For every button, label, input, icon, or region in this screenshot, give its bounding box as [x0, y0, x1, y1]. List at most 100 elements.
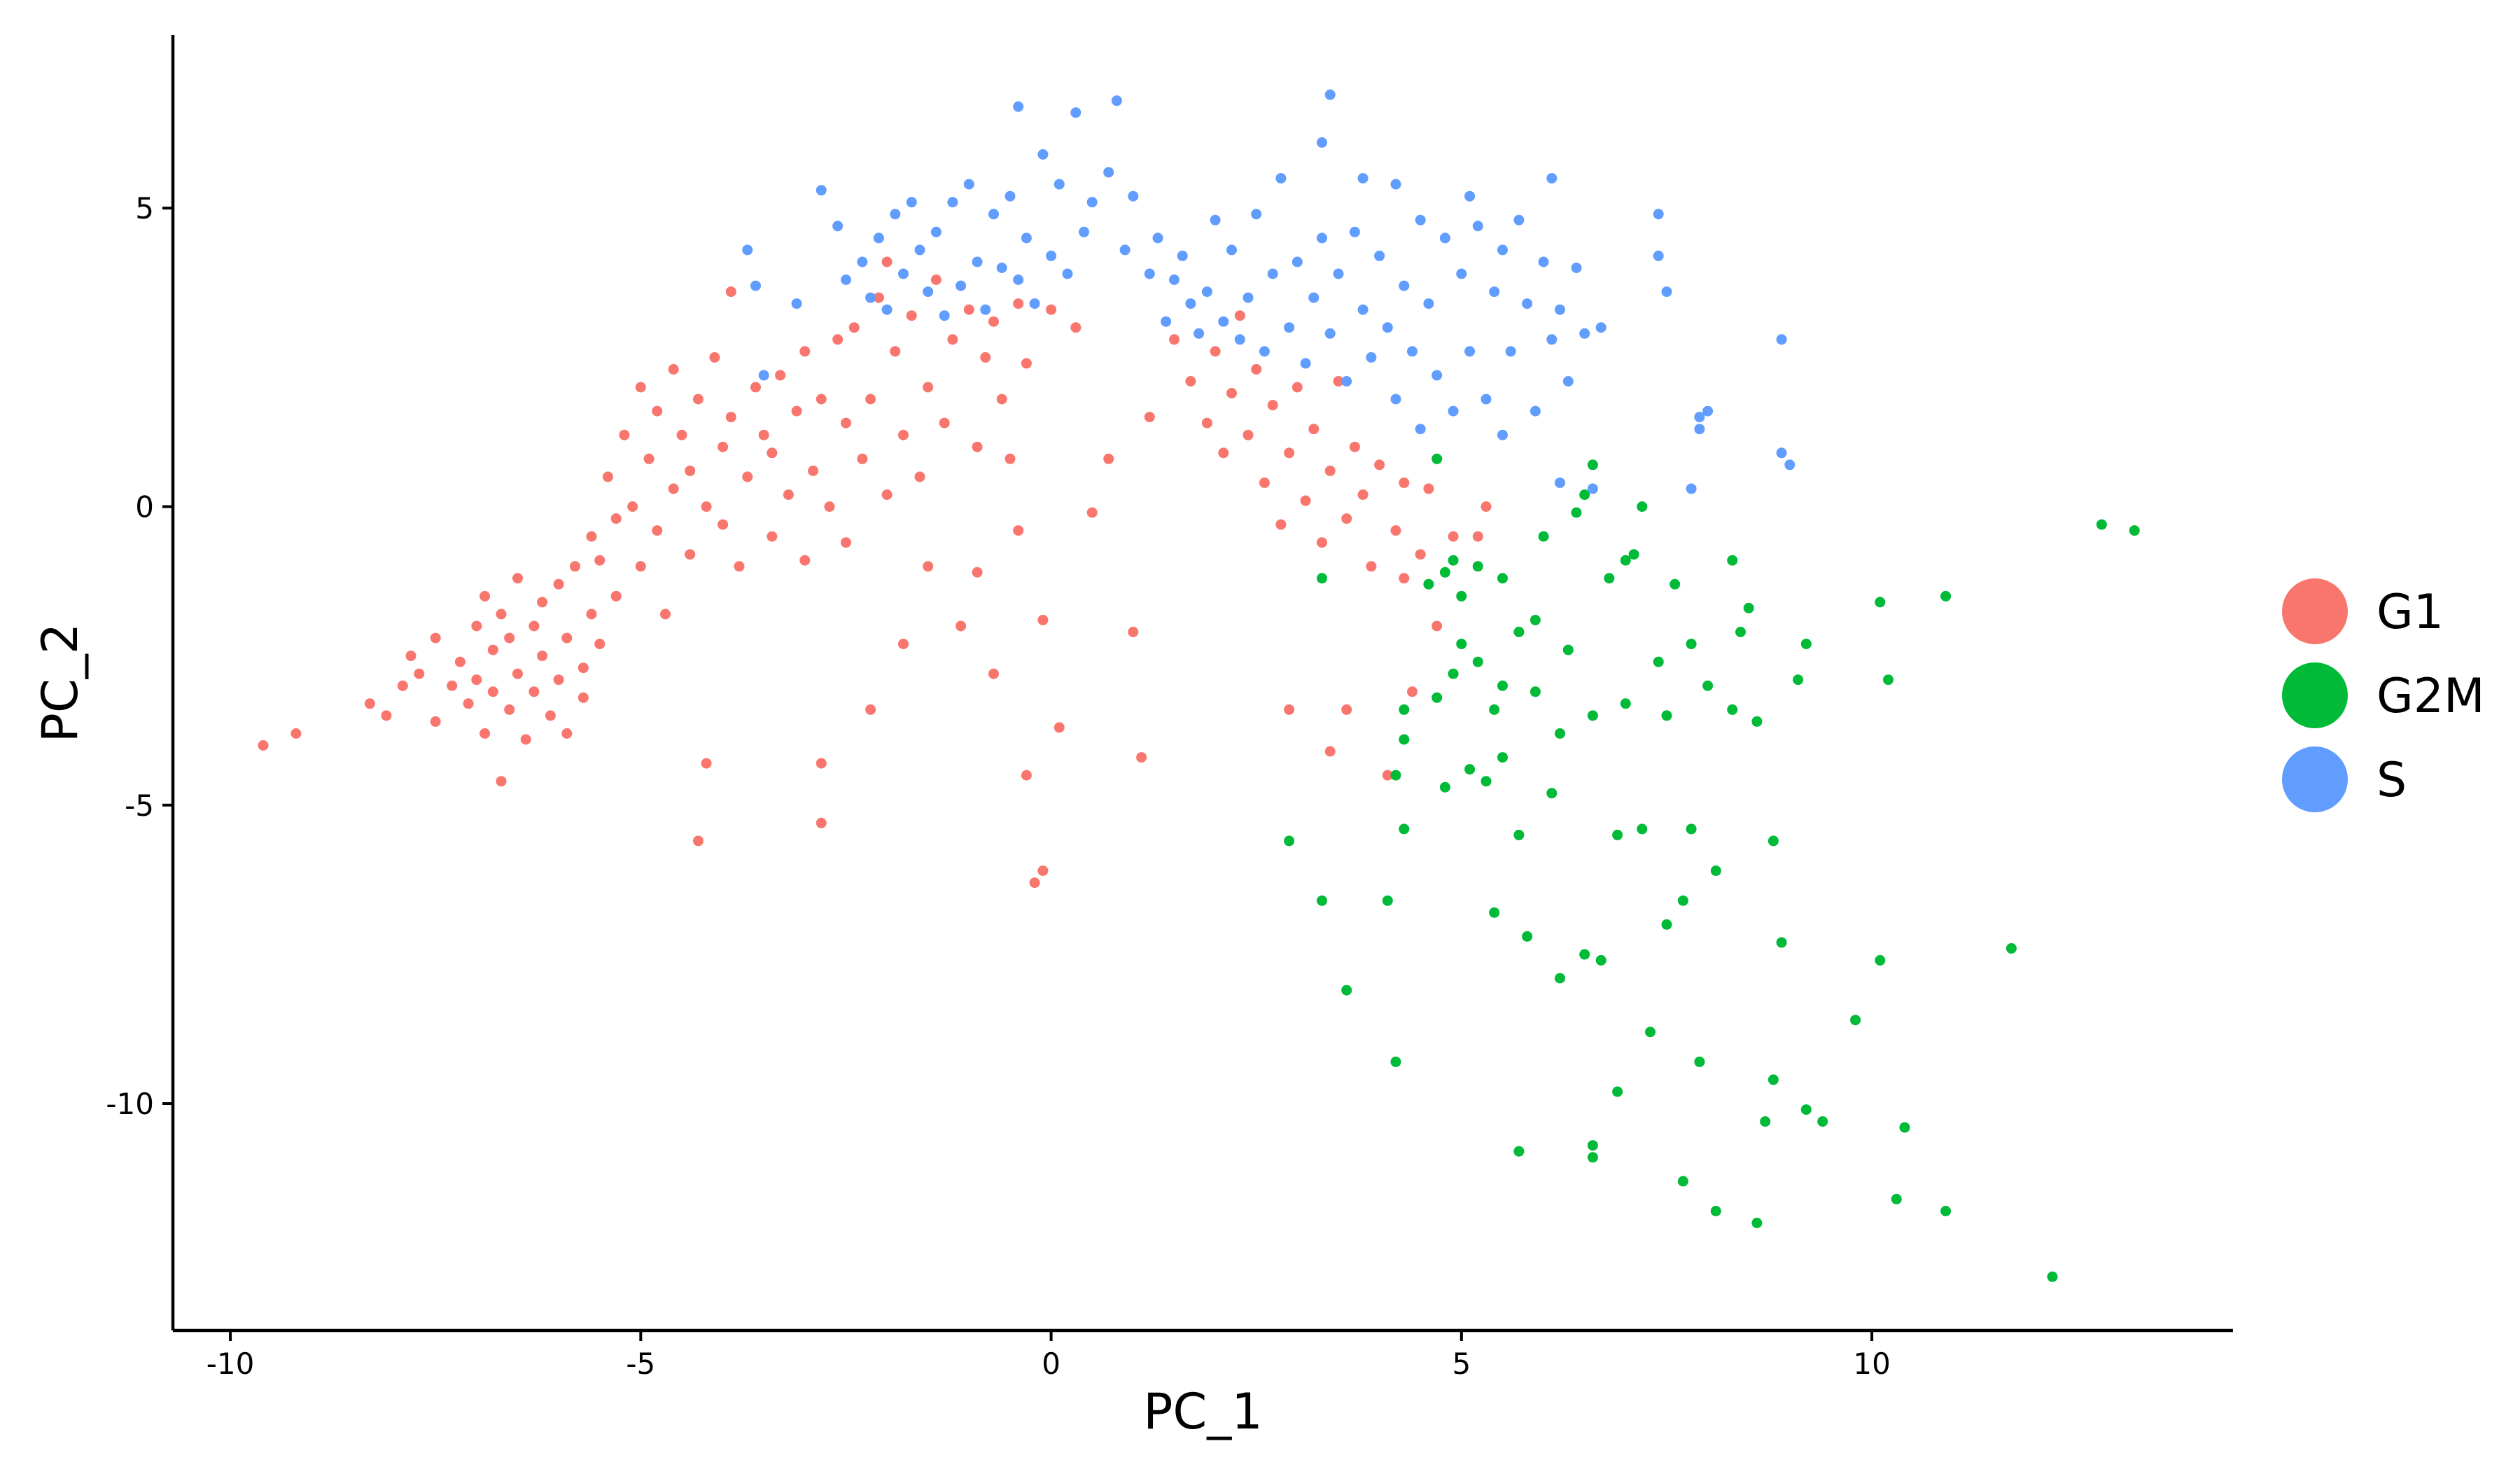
point-g1-109	[996, 394, 1007, 405]
point-s-107	[1653, 250, 1664, 261]
point-g1-79	[816, 758, 827, 769]
point-g2m-71	[1776, 937, 1787, 948]
point-s-76	[1399, 280, 1410, 291]
point-g1-96	[914, 471, 925, 482]
point-s-42	[1152, 232, 1163, 244]
point-g1-10	[454, 656, 465, 667]
legend-key-g1	[2282, 578, 2348, 644]
point-s-41	[1144, 268, 1155, 279]
point-g2m-46	[1612, 829, 1623, 840]
point-s-69	[1357, 304, 1368, 315]
point-s-89	[1489, 286, 1500, 298]
point-g1-114	[1021, 770, 1032, 781]
point-g1-49	[652, 525, 663, 536]
point-g1-98	[923, 561, 934, 572]
point-g2m-63	[1710, 1206, 1721, 1216]
point-g2m-84	[2047, 1271, 2058, 1282]
y-axis-ticks: -10 -5 0 5	[106, 191, 173, 1121]
point-g1-3	[381, 710, 392, 721]
x-tick-label: -5	[626, 1347, 655, 1381]
point-s-87	[1472, 221, 1483, 232]
point-s-37	[1103, 167, 1114, 178]
point-s-102	[1571, 263, 1582, 273]
point-g2m-42	[1587, 1152, 1598, 1163]
point-g1-42	[610, 513, 622, 524]
y-tick-label: -10	[106, 1087, 154, 1121]
point-g2m-34	[1538, 531, 1549, 542]
point-g1-17	[487, 686, 498, 697]
point-g2m-27	[1497, 680, 1508, 691]
point-s-59	[1292, 256, 1303, 267]
point-g1-11	[463, 698, 474, 709]
point-s-110	[1694, 412, 1705, 423]
point-s-84	[1456, 268, 1467, 279]
point-g2m-50	[1637, 823, 1648, 835]
point-s-64	[1324, 89, 1336, 100]
point-g1-30	[553, 578, 564, 590]
point-g2m-41	[1587, 1140, 1598, 1151]
point-g2m-67	[1751, 716, 1763, 727]
point-g2m-52	[1653, 656, 1664, 667]
point-g2m-54	[1661, 919, 1672, 930]
point-g2m-36	[1555, 973, 1565, 984]
point-g1-26	[528, 686, 540, 697]
point-g1-110	[1004, 453, 1016, 464]
point-g1-74	[791, 405, 802, 417]
point-s-16	[930, 226, 941, 237]
point-g1-47	[635, 382, 646, 393]
point-s-8	[865, 292, 876, 303]
point-s-99	[1555, 477, 1565, 488]
point-g1-69	[758, 429, 769, 440]
point-g2m-19	[1464, 764, 1476, 775]
point-g1-39	[594, 555, 606, 566]
point-g1-22	[512, 573, 523, 584]
point-s-14	[914, 244, 925, 256]
point-g1-132	[1234, 310, 1245, 321]
point-g2m-58	[1686, 639, 1697, 650]
point-g2m-31	[1522, 931, 1533, 942]
y-tick-label: -5	[125, 788, 154, 823]
point-g1-111	[1013, 298, 1024, 310]
point-g2m-40	[1579, 949, 1590, 960]
y-tick-label: 0	[135, 490, 154, 524]
point-g2m-74	[1800, 639, 1812, 650]
point-g1-161	[1448, 531, 1459, 542]
point-g2m-30	[1513, 627, 1525, 637]
point-g1-136	[1267, 400, 1278, 411]
point-g1-82	[832, 334, 844, 345]
point-g1-24	[520, 734, 531, 745]
point-g1-67	[742, 471, 753, 482]
point-g2m-57	[1677, 895, 1688, 906]
point-g1-108	[988, 668, 999, 679]
point-s-113	[1776, 334, 1787, 345]
point-g1-52	[668, 483, 679, 494]
legend: G1 G2M S	[2282, 578, 2485, 812]
point-g2m-81	[1940, 590, 1952, 602]
point-g2m-83	[2005, 943, 2017, 954]
point-g1-155	[1399, 477, 1410, 488]
point-g1-25	[528, 620, 540, 632]
point-s-46	[1185, 298, 1196, 310]
x-tick-label: 10	[1853, 1347, 1890, 1381]
y-axis-title: PC_2	[31, 623, 89, 743]
point-s-70	[1357, 173, 1368, 184]
point-g1-78	[816, 394, 827, 405]
point-g1-64	[725, 286, 736, 298]
point-s-68	[1349, 226, 1360, 237]
point-s-86	[1464, 190, 1476, 202]
point-g2m-6	[1390, 770, 1401, 781]
point-s-45	[1177, 250, 1188, 261]
point-s-98	[1546, 173, 1558, 184]
point-g1-65	[725, 412, 736, 423]
point-s-83	[1448, 405, 1459, 417]
point-g1-29	[545, 710, 556, 721]
point-s-21	[972, 256, 983, 267]
point-s-97	[1546, 334, 1558, 345]
points-layer	[258, 89, 2140, 1282]
point-g1-33	[561, 632, 573, 644]
point-g1-38	[586, 609, 597, 620]
point-s-33	[1062, 268, 1073, 279]
point-g1-70	[766, 531, 778, 542]
point-s-85	[1464, 346, 1476, 357]
point-g1-81	[824, 501, 835, 512]
